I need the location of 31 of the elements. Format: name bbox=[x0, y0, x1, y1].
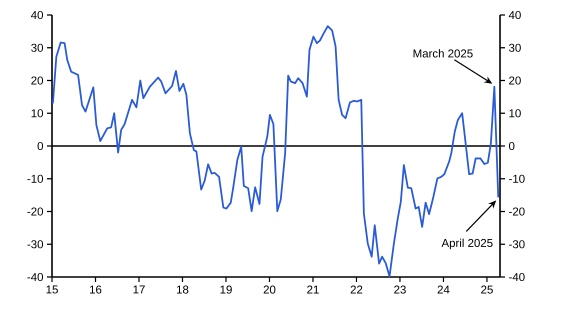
y2-tick-label: 20 bbox=[509, 76, 521, 85]
x-tick-label: 23 bbox=[394, 286, 406, 294]
x-tick-label: 16 bbox=[90, 286, 102, 294]
y-tick-label: 10 bbox=[32, 109, 44, 118]
y2-tick-label: 30 bbox=[508, 44, 521, 52]
x-tick-label: 18 bbox=[176, 286, 188, 294]
y2-tick-label: 10 bbox=[509, 109, 521, 118]
x-tick-label: 21 bbox=[307, 286, 319, 294]
x-tick-label: 22 bbox=[350, 286, 362, 294]
y-tick-label: -10 bbox=[27, 174, 44, 183]
x-tick-label: 15 bbox=[46, 286, 58, 294]
y2-tick-label: -10 bbox=[509, 174, 525, 183]
x-tick-label: 24 bbox=[438, 286, 450, 294]
y-tick-label: 40 bbox=[31, 10, 44, 20]
y-tick-label: -40 bbox=[27, 272, 44, 282]
y2-tick-label: 40 bbox=[508, 10, 521, 20]
y2-tick-label: -30 bbox=[509, 240, 525, 248]
y-tick-label: 30 bbox=[31, 44, 44, 52]
x-tick-label: 20 bbox=[264, 286, 276, 294]
x-tick-label: 17 bbox=[133, 286, 145, 294]
y2-tick-label: 0 bbox=[508, 142, 514, 150]
y-tick-label: -20 bbox=[27, 207, 44, 216]
y2-tick-label: -40 bbox=[509, 272, 525, 282]
y-tick-label: -30 bbox=[27, 240, 44, 248]
y2-tick-label: -20 bbox=[509, 207, 525, 216]
y-tick-label: 0 bbox=[38, 142, 44, 150]
annotation: April 2025 bbox=[441, 238, 493, 250]
y-tick-label: 20 bbox=[31, 76, 44, 85]
x-tick-label: 19 bbox=[220, 286, 232, 294]
x-tick-label: 25 bbox=[481, 286, 493, 294]
annotation: March 2025 bbox=[414, 49, 473, 58]
